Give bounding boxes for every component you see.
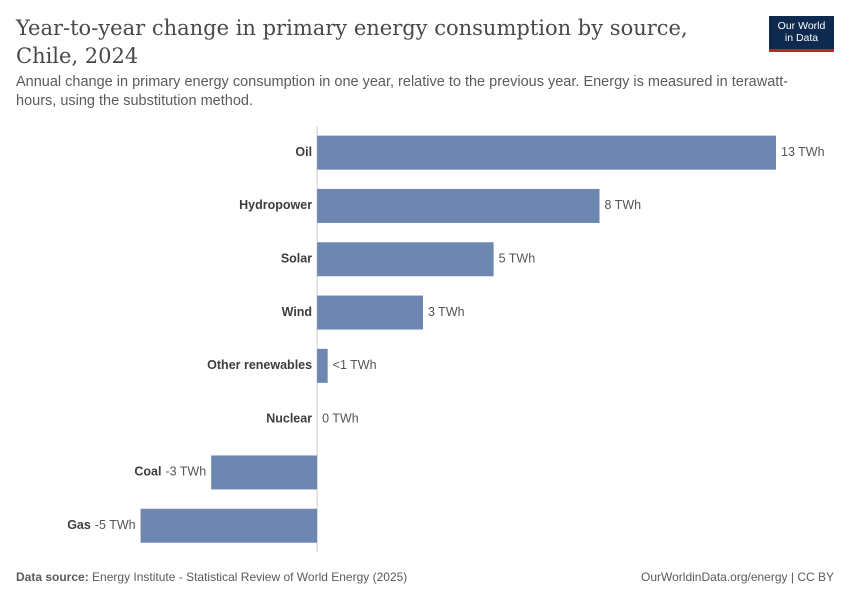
- value-label: <1 TWh: [333, 358, 377, 372]
- category-label: Oil: [295, 145, 312, 159]
- value-label: 8 TWh: [604, 198, 641, 212]
- data-source-label: Data source:: [16, 570, 89, 584]
- category-label: Other renewables: [207, 358, 312, 372]
- data-source: Data source: Energy Institute - Statisti…: [16, 570, 407, 584]
- license-link[interactable]: OurWorldinData.org/energy | CC BY: [641, 570, 834, 584]
- data-source-link[interactable]: Energy Institute - Statistical Review of…: [92, 570, 408, 584]
- category-label: Hydropower: [239, 198, 312, 212]
- bar-oil[interactable]: [317, 135, 776, 170]
- owid-logo[interactable]: Our World in Data: [769, 16, 834, 52]
- category-label: Nuclear: [266, 411, 312, 425]
- value-label: 0 TWh: [322, 411, 359, 425]
- chart-subtitle: Annual change in primary energy consumpt…: [16, 74, 789, 109]
- bar-gas[interactable]: [140, 508, 318, 543]
- bar-hydropower[interactable]: [317, 188, 600, 223]
- value-label: 5 TWh: [499, 252, 536, 266]
- bar-wind[interactable]: [317, 295, 423, 330]
- category-label: Wind: [282, 305, 312, 319]
- bars-layer: 13 TWh Oil 8 TWh Hydropower 5 TWh Solar 3 TWh W…: [67, 126, 825, 553]
- value-label: -3 TWh: [165, 465, 206, 479]
- category-label: Coal: [134, 465, 161, 479]
- category-label: Gas: [67, 518, 91, 532]
- value-label: -5 TWh: [95, 518, 136, 532]
- value-label: 3 TWh: [428, 305, 465, 319]
- bar-coal[interactable]: [211, 455, 318, 490]
- category-label: Solar: [281, 252, 312, 266]
- value-label: 13 TWh: [781, 145, 825, 159]
- chart-title: Year-to-year change in primary energy co…: [16, 16, 688, 68]
- bar-other-renewables[interactable]: [317, 348, 328, 383]
- logo-line-1: Our World: [777, 20, 826, 32]
- logo-line-2: in Data: [784, 32, 819, 44]
- bar-solar[interactable]: [317, 242, 494, 277]
